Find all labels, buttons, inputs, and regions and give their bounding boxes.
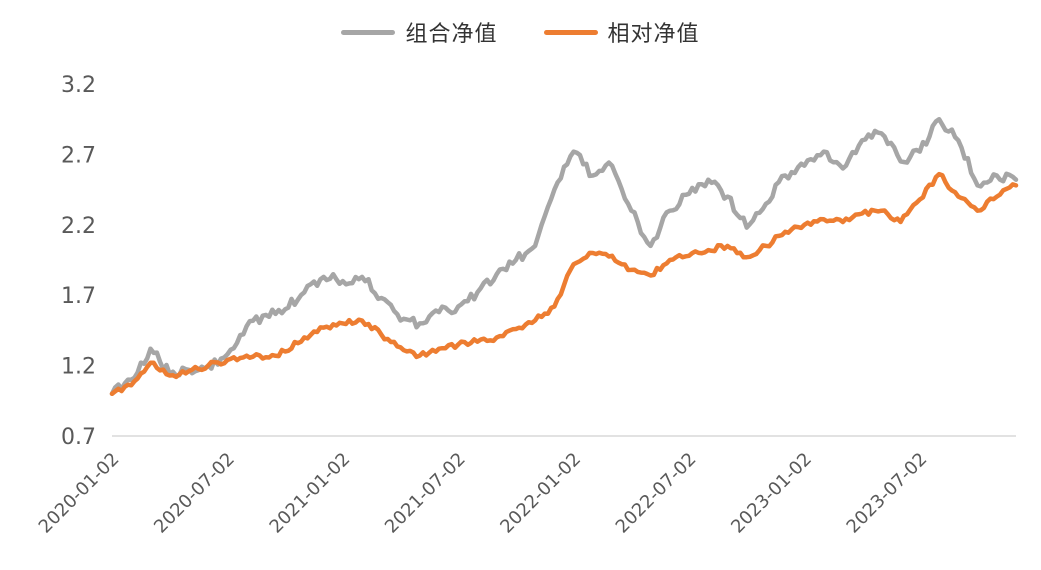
x-tick-label: 2022-01-02 — [496, 449, 585, 538]
y-tick-label: 2.2 — [61, 214, 96, 239]
legend-label-portfolio-nav: 组合净值 — [405, 22, 498, 47]
y-tick-label: 0.7 — [61, 425, 96, 450]
x-tick-label: 2023-01-02 — [727, 449, 816, 538]
legend-item-relative-nav: 相对净值 — [543, 16, 700, 48]
y-tick-label: 3.2 — [61, 73, 96, 98]
legend-swatch-portfolio-nav — [341, 29, 396, 35]
legend: 组合净值 相对净值 — [0, 16, 1041, 48]
x-tick-label: 2021-01-02 — [266, 449, 355, 538]
y-tick-label: 1.2 — [61, 355, 96, 380]
y-tick-label: 1.7 — [61, 284, 96, 309]
legend-swatch-relative-nav — [543, 29, 598, 35]
x-tick-label: 2020-01-02 — [35, 449, 124, 538]
series-line-relative-nav — [109, 171, 1019, 397]
legend-item-portfolio-nav: 组合净值 — [341, 16, 497, 48]
series-line-portfolio-nav — [109, 116, 1019, 397]
x-tick-label: 2021-07-02 — [381, 449, 470, 538]
legend-label-relative-nav: 相对净值 — [607, 22, 700, 47]
x-tick-label: 2020-07-02 — [150, 449, 239, 538]
y-tick-label: 2.7 — [61, 143, 96, 168]
x-tick-label: 2022-07-02 — [612, 449, 701, 538]
x-tick-label: 2023-07-02 — [843, 449, 932, 538]
